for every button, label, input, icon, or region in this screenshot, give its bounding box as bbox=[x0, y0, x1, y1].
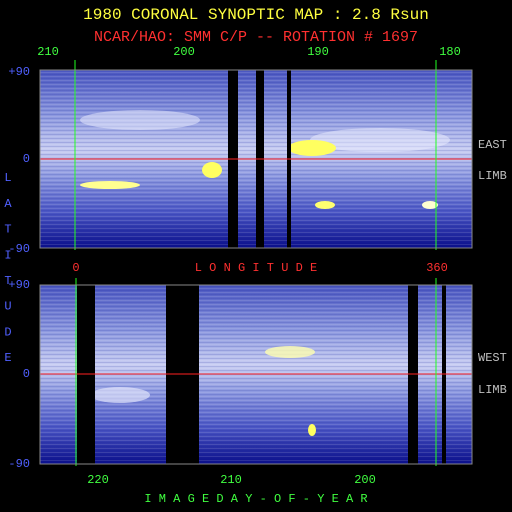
y-axis-title-letter: T bbox=[4, 274, 11, 288]
top-y-tick-label: 0 bbox=[23, 152, 30, 166]
top-x-tick-label: 210 bbox=[37, 45, 59, 59]
longitude-title: L O N G I T U D E bbox=[195, 261, 317, 275]
bottom-x-title: I M A G E D A Y - O F - Y E A R bbox=[144, 492, 367, 506]
longitude-end: 360 bbox=[426, 261, 448, 275]
y-axis-title-letter: A bbox=[4, 197, 12, 211]
bottom-x-tick-label: 200 bbox=[354, 473, 376, 487]
top-side-label: EAST bbox=[478, 138, 507, 152]
title: 1980 CORONAL SYNOPTIC MAP : 2.8 Rsun bbox=[83, 6, 429, 24]
bottom-x-tick-label: 210 bbox=[220, 473, 242, 487]
top-y-tick-label: -90 bbox=[8, 242, 30, 256]
bottom-map bbox=[39, 278, 473, 466]
y-axis-title-letter: U bbox=[4, 300, 11, 314]
subtitle: NCAR/HAO: SMM C/P -- ROTATION # 1697 bbox=[94, 29, 418, 46]
bottom-side-label: LIMB bbox=[478, 383, 507, 397]
bottom-y-tick-label: 0 bbox=[23, 367, 30, 381]
top-x-tick-label: 200 bbox=[173, 45, 195, 59]
bottom-x-tick-label: 220 bbox=[87, 473, 109, 487]
top-side-label: LIMB bbox=[478, 169, 507, 183]
bottom-y-tick-label: -90 bbox=[8, 457, 30, 471]
y-axis-title-letter: D bbox=[4, 325, 11, 339]
longitude-start: 0 bbox=[72, 261, 79, 275]
bottom-side-label: WEST bbox=[478, 351, 507, 365]
top-map bbox=[39, 60, 473, 250]
y-axis-title-letter: E bbox=[4, 351, 11, 365]
y-axis-title-letter: T bbox=[4, 223, 11, 237]
y-axis-title-letter: I bbox=[4, 248, 11, 262]
bottom-y-tick-label: +90 bbox=[8, 278, 30, 292]
top-x-tick-label: 190 bbox=[307, 45, 329, 59]
labels: 210 200 190 180 +90 0 -90 EAST LIMB 0 L O N G I T … bbox=[4, 45, 506, 506]
top-y-tick-label: +90 bbox=[8, 65, 30, 79]
top-x-tick-label: 180 bbox=[439, 45, 461, 59]
y-axis-title-letter: L bbox=[4, 171, 11, 185]
